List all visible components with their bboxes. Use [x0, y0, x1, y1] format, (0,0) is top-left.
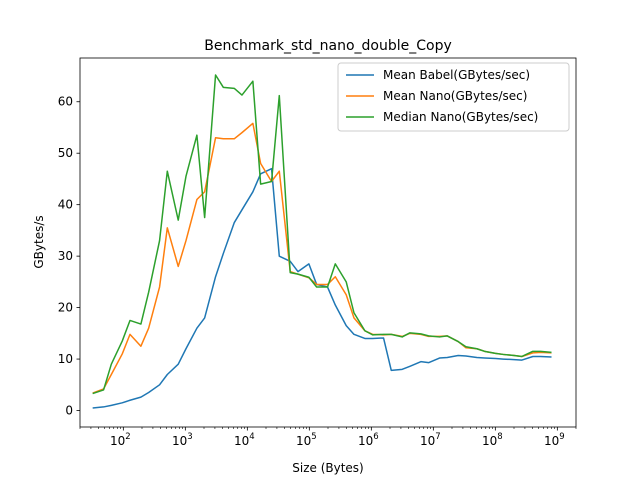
legend-label: Median Nano(GBytes/sec): [383, 110, 538, 124]
x-tick-label-exponent: 6: [373, 432, 378, 442]
x-tick-label-exponent: 2: [125, 432, 130, 442]
x-axis-title: Size (Bytes): [292, 461, 363, 475]
series-layer: [92, 74, 552, 409]
y-axis-title: GBytes/s: [32, 215, 46, 268]
x-tick-label-base: 10: [420, 434, 435, 448]
legend-label: Mean Babel(GBytes/sec): [383, 68, 530, 82]
x-tick-label-base: 10: [296, 434, 311, 448]
legend-frame: [337, 62, 570, 132]
x-tick-label-exponent: 9: [559, 432, 564, 442]
y-tick-label: 0: [65, 404, 73, 418]
y-tick-label: 10: [58, 352, 73, 366]
x-tick-label: 108: [482, 432, 503, 448]
x-tick-label-base: 10: [544, 434, 559, 448]
x-tick-label: 109: [544, 432, 565, 448]
y-tick-label: 20: [58, 301, 73, 315]
x-tick-label: 102: [110, 432, 131, 448]
x-tick-label: 105: [296, 432, 317, 448]
x-tick-label-base: 10: [234, 434, 249, 448]
x-tick-label-exponent: 7: [435, 432, 440, 442]
x-tick-label-base: 10: [482, 434, 497, 448]
x-tick-label: 103: [172, 432, 193, 448]
x-tick-label: 104: [234, 432, 255, 448]
series-line-1: [92, 167, 552, 409]
x-tick-label-exponent: 4: [249, 432, 254, 442]
y-tick-label: 40: [58, 198, 73, 212]
legend-label: Mean Nano(GBytes/sec): [383, 89, 527, 103]
x-tick-label-exponent: 5: [311, 432, 316, 442]
x-tick-label: 106: [358, 432, 379, 448]
y-tick-label: 50: [58, 146, 73, 160]
x-tick-label-base: 10: [358, 434, 373, 448]
x-tick-label-exponent: 8: [497, 432, 502, 442]
chart-title: Benchmark_std_nano_double_Copy: [204, 38, 452, 54]
series-line-3: [92, 74, 552, 395]
y-tick-label: 30: [58, 249, 73, 263]
x-tick-label-base: 10: [110, 434, 125, 448]
x-tick-label: 107: [420, 432, 441, 448]
legend: Mean Babel(GBytes/sec) Mean Nano(GBytes/s…: [337, 62, 570, 132]
x-tick-label-exponent: 3: [187, 432, 192, 442]
y-tick-label: 60: [58, 95, 73, 109]
x-tick-label-base: 10: [172, 434, 187, 448]
